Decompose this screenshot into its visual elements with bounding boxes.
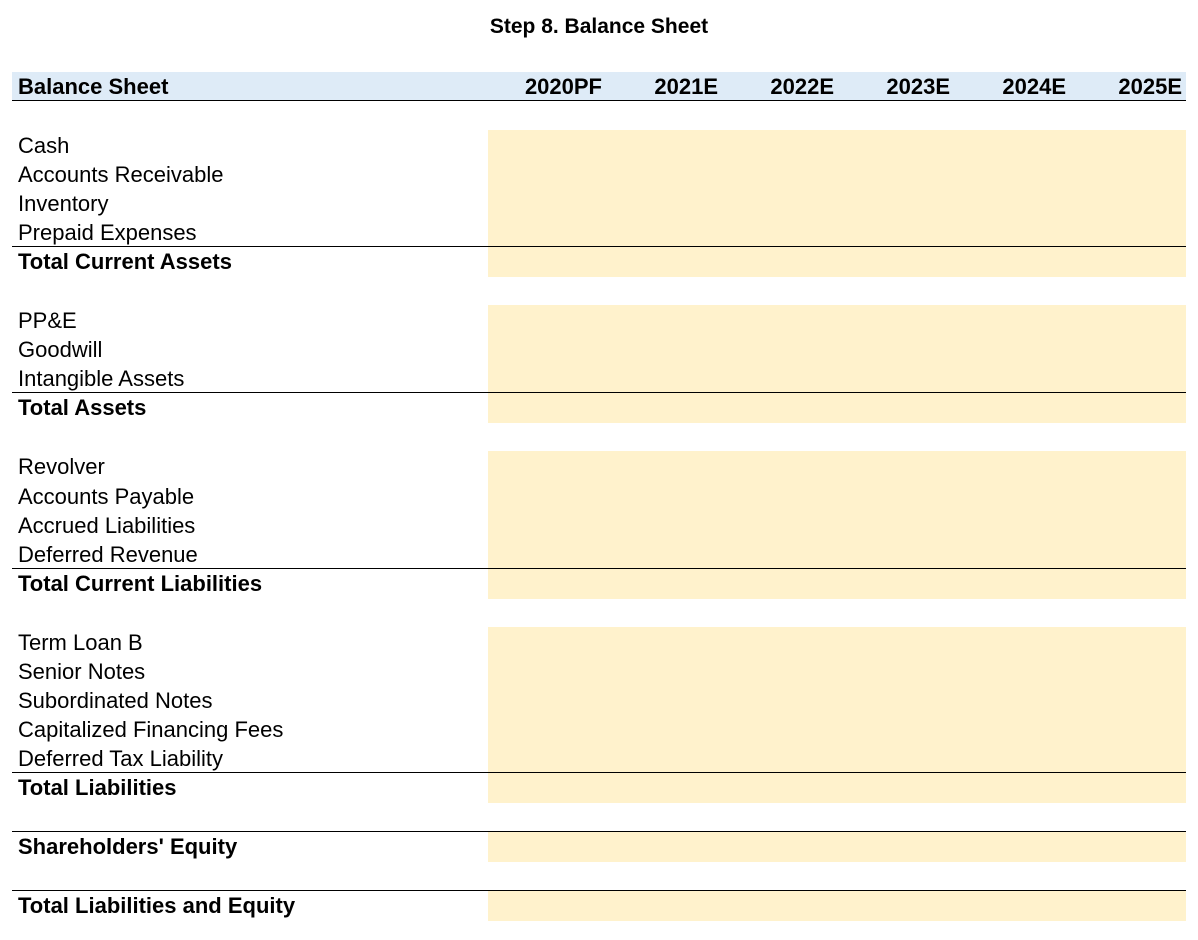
row-accounts-payable: Accounts Payable (18, 484, 195, 509)
row-accounts-receivable: Accounts Receivable (18, 162, 224, 187)
divider (12, 568, 1186, 569)
row-deferred-revenue: Deferred Revenue (18, 542, 198, 567)
year-2020pf: 2020PF (524, 74, 602, 99)
row-total-current-liabilities: Total Current Liabilities (18, 571, 263, 596)
row-term-loan-b: Term Loan B (18, 630, 143, 655)
row-inventory: Inventory (18, 191, 109, 216)
input-cells-long-term-liabilities[interactable] (488, 627, 1186, 803)
divider (12, 392, 1186, 393)
row-total-liabilities-and-equity: Total Liabilities and Equity (18, 893, 296, 918)
row-total-assets: Total Assets (18, 395, 147, 420)
header-label: Balance Sheet (18, 74, 169, 99)
row-goodwill: Goodwill (18, 337, 103, 362)
input-cells-current-liabilities[interactable] (488, 451, 1186, 599)
year-2021e: 2021E (654, 74, 718, 99)
input-cells-shareholders-equity[interactable] (488, 832, 1186, 862)
row-revolver: Revolver (18, 454, 105, 479)
input-cells-long-term-assets[interactable] (488, 305, 1186, 423)
row-prepaid-expenses: Prepaid Expenses (18, 220, 197, 245)
divider (12, 890, 1186, 891)
row-total-liabilities: Total Liabilities (18, 775, 177, 800)
input-cells-current-assets[interactable] (488, 130, 1186, 277)
row-cash: Cash (18, 133, 70, 158)
row-subordinated-notes: Subordinated Notes (18, 688, 213, 713)
row-shareholders-equity: Shareholders' Equity (18, 834, 238, 859)
row-accrued-liabilities: Accrued Liabilities (18, 513, 196, 538)
input-cells-total-liabilities-equity[interactable] (488, 891, 1186, 921)
divider (12, 246, 1186, 247)
year-2023e: 2023E (886, 74, 950, 99)
year-2022e: 2022E (770, 74, 834, 99)
year-2024e: 2024E (1002, 74, 1066, 99)
row-intangible-assets: Intangible Assets (18, 366, 185, 391)
row-deferred-tax-liability: Deferred Tax Liability (18, 746, 224, 771)
divider (12, 772, 1186, 773)
row-ppe: PP&E (18, 308, 77, 333)
table-header: Balance Sheet 2020PF 2021E 2022E 2023E 2… (12, 72, 1186, 101)
row-senior-notes: Senior Notes (18, 659, 146, 684)
divider (12, 831, 1186, 832)
year-2025e: 2025E (1118, 74, 1182, 99)
row-total-current-assets: Total Current Assets (18, 249, 232, 274)
row-capitalized-financing-fees: Capitalized Financing Fees (18, 717, 284, 742)
page-title: Step 8. Balance Sheet (489, 15, 709, 38)
